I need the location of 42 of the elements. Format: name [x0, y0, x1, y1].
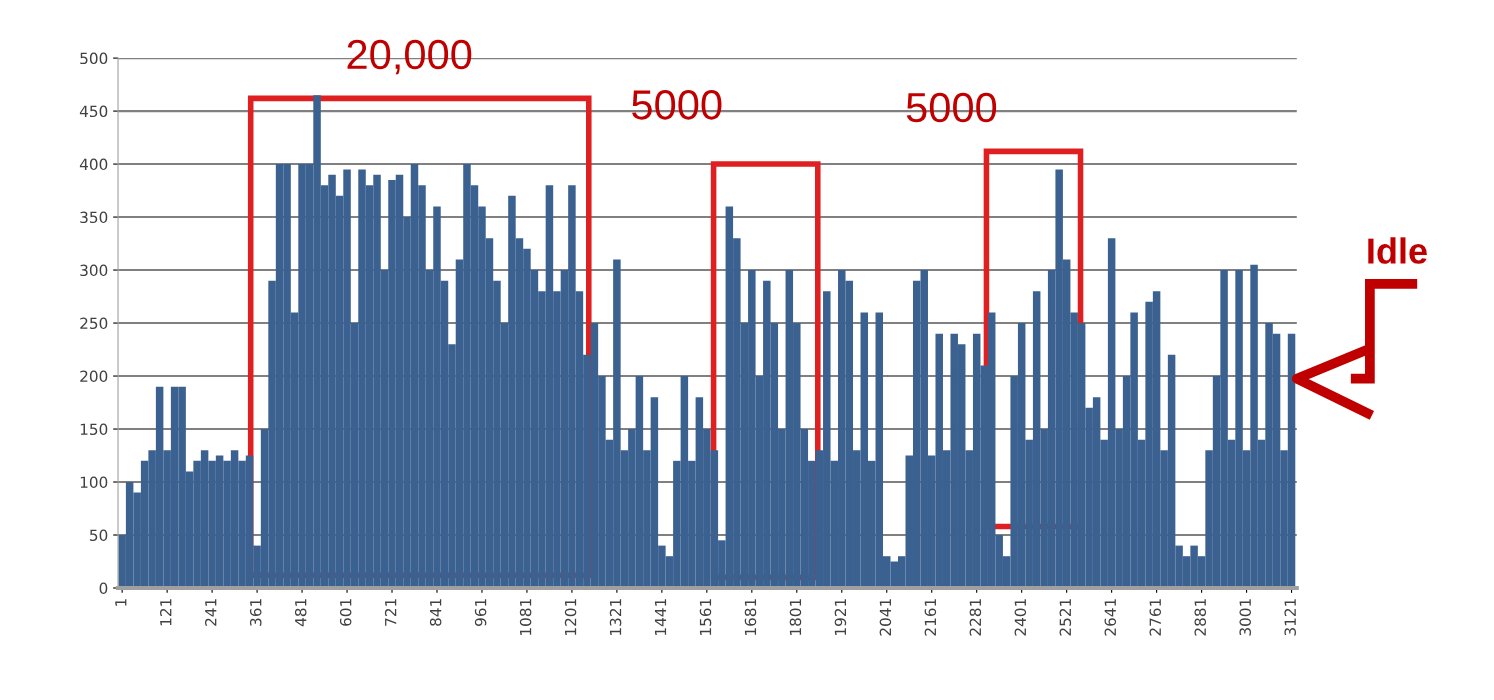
- x-tick-label: 2521: [1059, 599, 1072, 636]
- x-tick-label: 721: [384, 599, 397, 626]
- text: Idle: [1368, 237, 1427, 264]
- y-tick-label: 350: [80, 211, 108, 224]
- x-tick-label: 2881: [1194, 599, 1207, 636]
- x-tick-label: 1681: [744, 599, 757, 635]
- x-tick-label: 2761: [1149, 599, 1162, 636]
- x-tick-label: 1441: [654, 599, 667, 635]
- x-tick-label: 2281: [969, 599, 982, 636]
- x-tick-label: 3001: [1239, 599, 1251, 636]
- annotation: 5000: [906, 92, 997, 123]
- x-tick-label: 121: [160, 599, 172, 626]
- y-tick-label: 500: [80, 52, 108, 65]
- y-tick-label: 450: [79, 105, 108, 118]
- y-tick-label: 0: [99, 582, 108, 595]
- x-tick-label: 1: [115, 599, 127, 606]
- y-tick-label: 250: [80, 317, 108, 330]
- y-tick-label: 50: [90, 529, 108, 542]
- x-tick-label: 3121: [1284, 599, 1296, 636]
- x-tick-label: 1081: [519, 599, 532, 635]
- y-tick-label: 150: [80, 423, 108, 436]
- y-tick-label: 100: [80, 476, 108, 489]
- x-tick-label: 961: [474, 599, 487, 626]
- x-tick-label: 2641: [1104, 599, 1117, 636]
- x-tick-label: 241: [204, 599, 217, 626]
- y-tick-label: 400: [79, 158, 108, 171]
- x-tick-label: 481: [294, 599, 307, 627]
- x-tick-label: 1561: [699, 599, 712, 635]
- x-tick-label: 601: [339, 599, 352, 626]
- y-tick-label: 200: [80, 370, 108, 383]
- annotation: 20,000: [347, 39, 472, 75]
- y-tick-label: 300: [80, 264, 108, 277]
- x-tick-label: 1801: [789, 599, 802, 635]
- annotation: 5000: [632, 90, 722, 120]
- x-tick-label: 361: [249, 599, 262, 626]
- x-tick-label: 1921: [834, 599, 847, 635]
- x-tick-label: 1201: [564, 599, 577, 635]
- x-tick-label: 1321: [609, 599, 622, 635]
- x-tick-label: 2041: [879, 599, 892, 636]
- x-tick-label: 2401: [1014, 599, 1027, 636]
- x-tick-label: 2161: [924, 599, 937, 636]
- x-tick-label: 841: [429, 599, 442, 626]
